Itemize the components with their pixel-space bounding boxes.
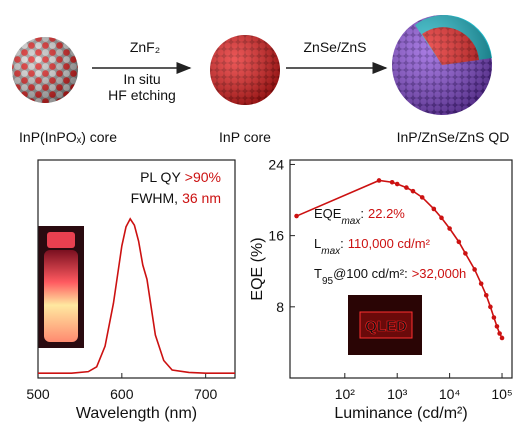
x-axis-label: Wavelength (nm): [76, 405, 197, 422]
data-point: [431, 206, 437, 212]
data-point: [294, 213, 299, 219]
data-point: [447, 226, 452, 231]
annotation: T95@100 cd/m²: >32,000h: [314, 266, 466, 287]
step-label: ZnF₂: [130, 39, 160, 55]
vial-cap: [47, 232, 75, 248]
caption: InP(InPOₓ) core: [19, 129, 117, 145]
data-point: [419, 195, 425, 200]
annotation-value: >90%: [185, 169, 221, 185]
x-tick-label: 600: [110, 386, 134, 402]
sphere-shade: [392, 15, 492, 115]
annotation-value: 22.2%: [368, 206, 405, 221]
data-point: [488, 304, 493, 310]
x-tick-label: 10⁵: [491, 386, 512, 402]
data-line: [38, 217, 235, 375]
plot-frame: [37, 159, 236, 379]
annotation-sub: max: [341, 216, 361, 227]
data-point: [497, 331, 502, 336]
x-tick-label: 10²: [335, 386, 356, 402]
vial-body: [44, 250, 78, 342]
caption: InP core: [219, 129, 271, 145]
data-point: [494, 324, 500, 329]
data-point: [389, 179, 395, 185]
caption: InP/ZnSe/ZnS QD: [397, 129, 510, 145]
x-tick-label: 10³: [387, 386, 408, 402]
data-point: [410, 188, 416, 194]
annotation-rest: @100 cd/m²:: [333, 266, 408, 281]
annotation-label: PL QY: [140, 169, 181, 185]
data-point: [394, 181, 400, 187]
y-tick-label: 16: [268, 228, 284, 244]
data-point: [491, 315, 497, 320]
data-point: [499, 335, 505, 341]
y-tick-label: 8: [276, 299, 284, 315]
annotation-value: >32,000h: [412, 266, 467, 281]
annotation-rest: :: [360, 206, 364, 221]
vial-photo: [38, 226, 84, 348]
inset-text: QLED: [365, 318, 407, 335]
annotation: EQEmax: 22.2%: [314, 206, 405, 227]
step-label: HF etching: [108, 87, 176, 103]
annotation: FWHM, 36 nm: [131, 190, 221, 206]
step-label: ZnSe/ZnS: [303, 39, 366, 55]
annotation-value: 36 nm: [182, 190, 221, 206]
annotation-value: 110,000 cd/m²: [348, 236, 431, 251]
annotation: Lmax: 110,000 cd/m²: [314, 236, 431, 257]
step-label: In situ: [123, 71, 160, 87]
qled-photo: [348, 295, 422, 355]
data-point: [478, 281, 484, 286]
data-point: [463, 251, 468, 256]
data-point: [376, 178, 382, 183]
annotation: PL QY >90%: [140, 169, 221, 185]
x-axis-label: Luminance (cd/m²): [334, 405, 467, 422]
data-point: [472, 267, 477, 272]
plot-frame: [289, 159, 513, 379]
annotation-label: EQE: [314, 206, 342, 221]
x-tick-label: 500: [26, 386, 50, 402]
x-tick-label: 10⁴: [439, 386, 461, 402]
y-axis-label: EQE (%): [249, 237, 266, 300]
sphere-shade: [12, 37, 78, 103]
data-point: [456, 239, 462, 245]
annotation-rest: :: [340, 236, 344, 251]
y-tick-label: 24: [268, 156, 284, 172]
schematic: ZnF₂ In situ HF etching ZnSe/ZnS InP(InP…: [12, 15, 509, 145]
device: [359, 311, 413, 339]
data-point: [439, 215, 444, 221]
data-point: [404, 185, 409, 190]
annotation-sub: 95: [322, 276, 334, 287]
x-tick-label: 700: [194, 386, 218, 402]
annotation-label: FWHM,: [131, 190, 178, 206]
annotation-label: T: [314, 266, 322, 281]
annotation-label: L: [314, 236, 321, 251]
data-point: [483, 292, 489, 298]
sphere-shade: [210, 35, 280, 105]
annotation-sub: max: [321, 246, 341, 257]
